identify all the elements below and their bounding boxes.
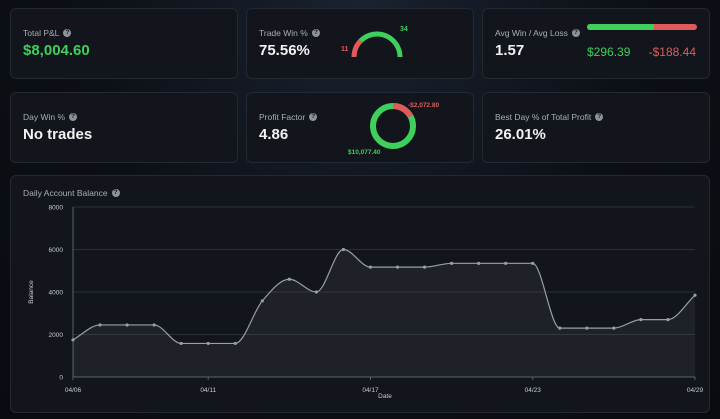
balance-point [71,338,75,342]
balance-point [152,323,156,327]
balance-area-fill [73,249,695,377]
x-tick-label: 04/06 [65,387,82,394]
balance-point [422,265,427,269]
best-day-value: 26.01% [495,126,546,143]
balance-point [504,261,508,265]
balance-point [477,261,481,265]
x-axis-title: Date [378,393,392,400]
best-day-label: Best Day % of Total Profit [495,112,592,122]
total-pnl-value: $8,004.60 [23,42,90,59]
balance-point [693,293,697,297]
gross-loss-label: -$2,072.80 [408,102,439,109]
balance-point [287,277,291,281]
profit-factor-label: Profit Factor [259,112,306,122]
avg-win-loss-card: Avg Win / Avg Loss ? 1.57 $296.39 -$188.… [482,8,710,79]
trade-win-gauge: 34 11 [341,26,408,58]
total-pnl-label: Total P&L [23,28,60,38]
y-tick-label: 0 [59,375,63,382]
balance-point [233,341,237,346]
daily-balance-title: Daily Account Balance [23,188,108,198]
balance-point [368,265,373,269]
info-icon[interactable]: ? [111,189,120,197]
total-pnl-label-row: Total P&L ? [23,28,72,38]
daily-balance-card: Daily Account Balance ? 0 2000 4000 6000 800… [10,175,710,413]
balance-point [260,299,264,303]
x-tick-label: 04/23 [525,387,542,394]
trade-win-value: 75.56% [259,42,310,59]
day-win-value: No trades [23,126,93,143]
y-tick-label: 2000 [49,332,64,339]
balance-point [612,326,616,330]
day-win-label-row: Day Win % ? [23,112,78,122]
x-tick-label: 04/29 [687,387,704,394]
avg-win-amount: $296.39 [587,45,631,59]
daily-balance-chart: 0 2000 4000 6000 8000 04/06 04/11 04/17 04/23 04/… [28,205,704,401]
gauge-win-arc [358,31,403,58]
balance-point [179,341,183,346]
info-icon[interactable]: ? [595,113,604,121]
info-icon[interactable]: ? [571,29,580,37]
balance-point [341,247,346,252]
day-win-label: Day Win % [23,112,66,122]
profit-factor-label-row: Profit Factor ? [259,112,318,122]
info-icon[interactable]: ? [69,113,78,121]
avg-win-loss-bar [587,24,697,30]
balance-point [558,326,562,330]
trade-win-card: Trade Win % ? 75.56% 34 11 [246,8,474,79]
avg-win-loss-value: 1.57 [495,42,525,59]
avg-win-loss-label: Avg Win / Avg Loss [495,28,568,38]
x-tick-label: 04/11 [200,387,216,394]
gross-profit-label: $10,077.40 [348,149,381,156]
trade-win-label: Trade Win % [259,28,308,38]
donut-loss-arc [392,103,414,119]
y-tick-label: 8000 [49,205,64,212]
avg-win-bar-fill [587,24,655,30]
x-tick-label: 04/17 [362,387,379,394]
balance-point [639,318,643,322]
y-tick-label: 4000 [49,290,64,297]
trade-win-label-row: Trade Win % ? [259,28,320,38]
balance-point [206,341,210,346]
balance-point [125,323,129,327]
balance-point [395,265,400,269]
balance-point [98,323,102,327]
y-tick-label: 6000 [49,247,64,254]
profit-factor-value: 4.86 [259,126,289,143]
info-icon[interactable]: ? [309,113,318,121]
day-win-card: Day Win % ? No trades [10,92,238,163]
info-icon[interactable]: ? [63,29,72,37]
y-axis-title: Balance [28,280,35,304]
daily-balance-label-row: Daily Account Balance ? [23,188,120,198]
gauge-losses-count: 11 [341,46,349,53]
best-day-card: Best Day % of Total Profit ? 26.01% [482,92,710,163]
gauge-loss-arc [351,39,363,58]
balance-point [666,318,670,322]
avg-loss-amount: -$188.44 [648,45,696,59]
profit-factor-card: Profit Factor ? 4.86 -$2,072.80 $10,077.… [246,92,474,163]
info-icon[interactable]: ? [311,29,320,37]
balance-point [531,261,535,265]
avg-win-loss-label-row: Avg Win / Avg Loss ? [495,28,580,38]
balance-point [314,290,318,294]
total-pnl-card: Total P&L ? $8,004.60 [10,8,238,79]
best-day-label-row: Best Day % of Total Profit ? [495,112,604,122]
balance-point [450,261,454,265]
profit-factor-donut: -$2,072.80 $10,077.40 [348,102,439,156]
gauge-wins-count: 34 [400,26,408,33]
balance-point [585,326,589,330]
